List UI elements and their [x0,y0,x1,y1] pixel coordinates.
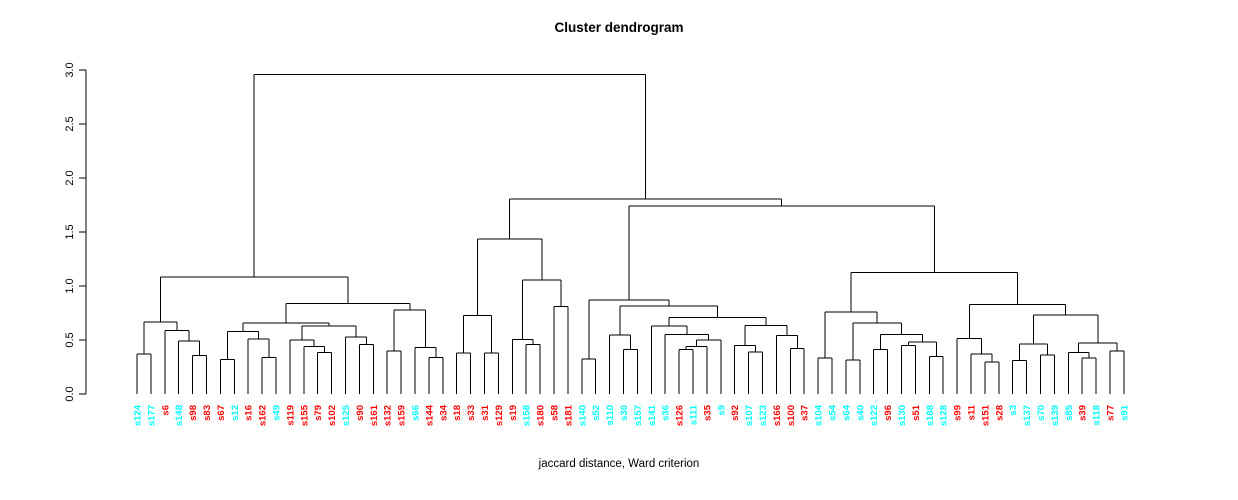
y-axis-tick-label: 0.0 [64,386,76,401]
leaf-label: s151 [980,404,991,426]
leaf-label: s18 [452,405,463,421]
leaf-label: s141 [647,404,658,426]
y-axis-tick-label: 1.0 [64,278,76,293]
leaf-label: s137 [1022,405,1033,426]
leaf-label: s110 [605,405,616,426]
leaf-label: s177 [146,405,157,426]
y-axis-tick-label: 1.5 [64,224,76,239]
y-axis-tick-label: 2.0 [64,170,76,185]
leaf-label: s34 [438,404,449,421]
leaf-label: s98 [188,405,199,421]
leaf-label: s180 [536,405,547,426]
leaf-label: s123 [758,405,769,426]
leaf-label: s162 [258,405,269,426]
y-axis-tick-label: 0.5 [64,332,76,347]
leaf-label: s104 [814,404,825,426]
leaf-label: s161 [369,404,380,426]
leaf-label: s9 [716,405,727,416]
leaf-label: s181 [563,404,574,426]
chart-title: Cluster dendrogram [554,20,684,35]
y-axis: 0.0 0.5 1.0 1.5 2.0 2.5 3.0 [64,62,87,402]
leaf-label: s128 [939,405,950,426]
leaf-label: s30 [619,405,630,421]
leaf-label: s91 [1119,404,1130,421]
leaf-label: s33 [466,405,477,421]
leaf-label: s157 [633,405,644,426]
leaf-label: s70 [1036,405,1047,421]
leaf-label: s11 [967,404,978,420]
leaf-label: s35 [702,404,713,421]
leaf-label: s102 [327,405,338,426]
leaf-label: s148 [174,405,185,426]
leaf-label: s124 [133,404,144,426]
leaf-label: s83 [202,405,213,421]
leaf-label: s144 [424,404,435,426]
leaf-label: s118 [1092,405,1103,426]
leaf-label: s155 [299,404,310,426]
leaf-label: s28 [994,405,1005,421]
leaf-label: s166 [772,405,783,426]
leaf-label: s90 [355,405,366,421]
leaf-label: s6 [160,405,171,416]
leaf-label: s129 [494,405,505,426]
leaf-label: s51 [911,404,922,421]
leaf-label: s54 [828,404,839,421]
leaf-label: s126 [675,405,686,426]
leaf-label: s188 [925,405,936,426]
leaf-label: s66 [411,405,422,421]
leaf-label: s49 [272,405,283,421]
leaf-label: s125 [341,404,352,426]
leaf-label: s92 [730,405,741,421]
leaf-label: s77 [1106,405,1117,421]
leaf-label: s79 [313,405,324,421]
leaf-label: s37 [800,405,811,421]
leaf-label: s158 [522,405,533,426]
leaf-label: s19 [508,405,519,421]
leaf-label: s111 [689,404,700,425]
leaf-label: s12 [230,405,241,421]
leaf-label: s119 [285,405,296,426]
leaf-label: s31 [480,404,491,421]
leaf-label: s67 [216,405,227,421]
leaf-label: s139 [1050,405,1061,426]
leaf-label: s39 [1078,405,1089,421]
leaf-label: s52 [591,405,602,421]
chart-caption: jaccard distance, Ward criterion [538,458,700,470]
leaf-label: s132 [383,405,394,426]
leaf-label: s40 [855,405,866,421]
leaf-label: s85 [1064,404,1075,421]
leaf-label: s130 [897,405,908,426]
leaf-label: s107 [744,405,755,426]
leaf-label: s100 [786,405,797,426]
dendrogram-branches [136,73,1125,394]
leaf-label: s16 [244,405,255,421]
leaf-label: s96 [883,405,894,421]
leaf-label: s3 [1008,405,1019,416]
leaf-label: s58 [550,405,561,421]
leaf-label: s140 [577,405,588,426]
leaf-label: s99 [953,405,964,421]
leaf-label: s64 [841,404,852,421]
leaf-label: s159 [397,405,408,426]
leaf-label: s36 [661,405,672,421]
y-axis-tick-label: 3.0 [64,62,76,77]
leaf-labels: s124 s177 s6 s148 s98 s83 s67 s12 s16 s162 s49 s119… [133,404,1131,426]
y-axis-tick-label: 2.5 [64,116,76,131]
leaf-label: s122 [869,405,880,426]
